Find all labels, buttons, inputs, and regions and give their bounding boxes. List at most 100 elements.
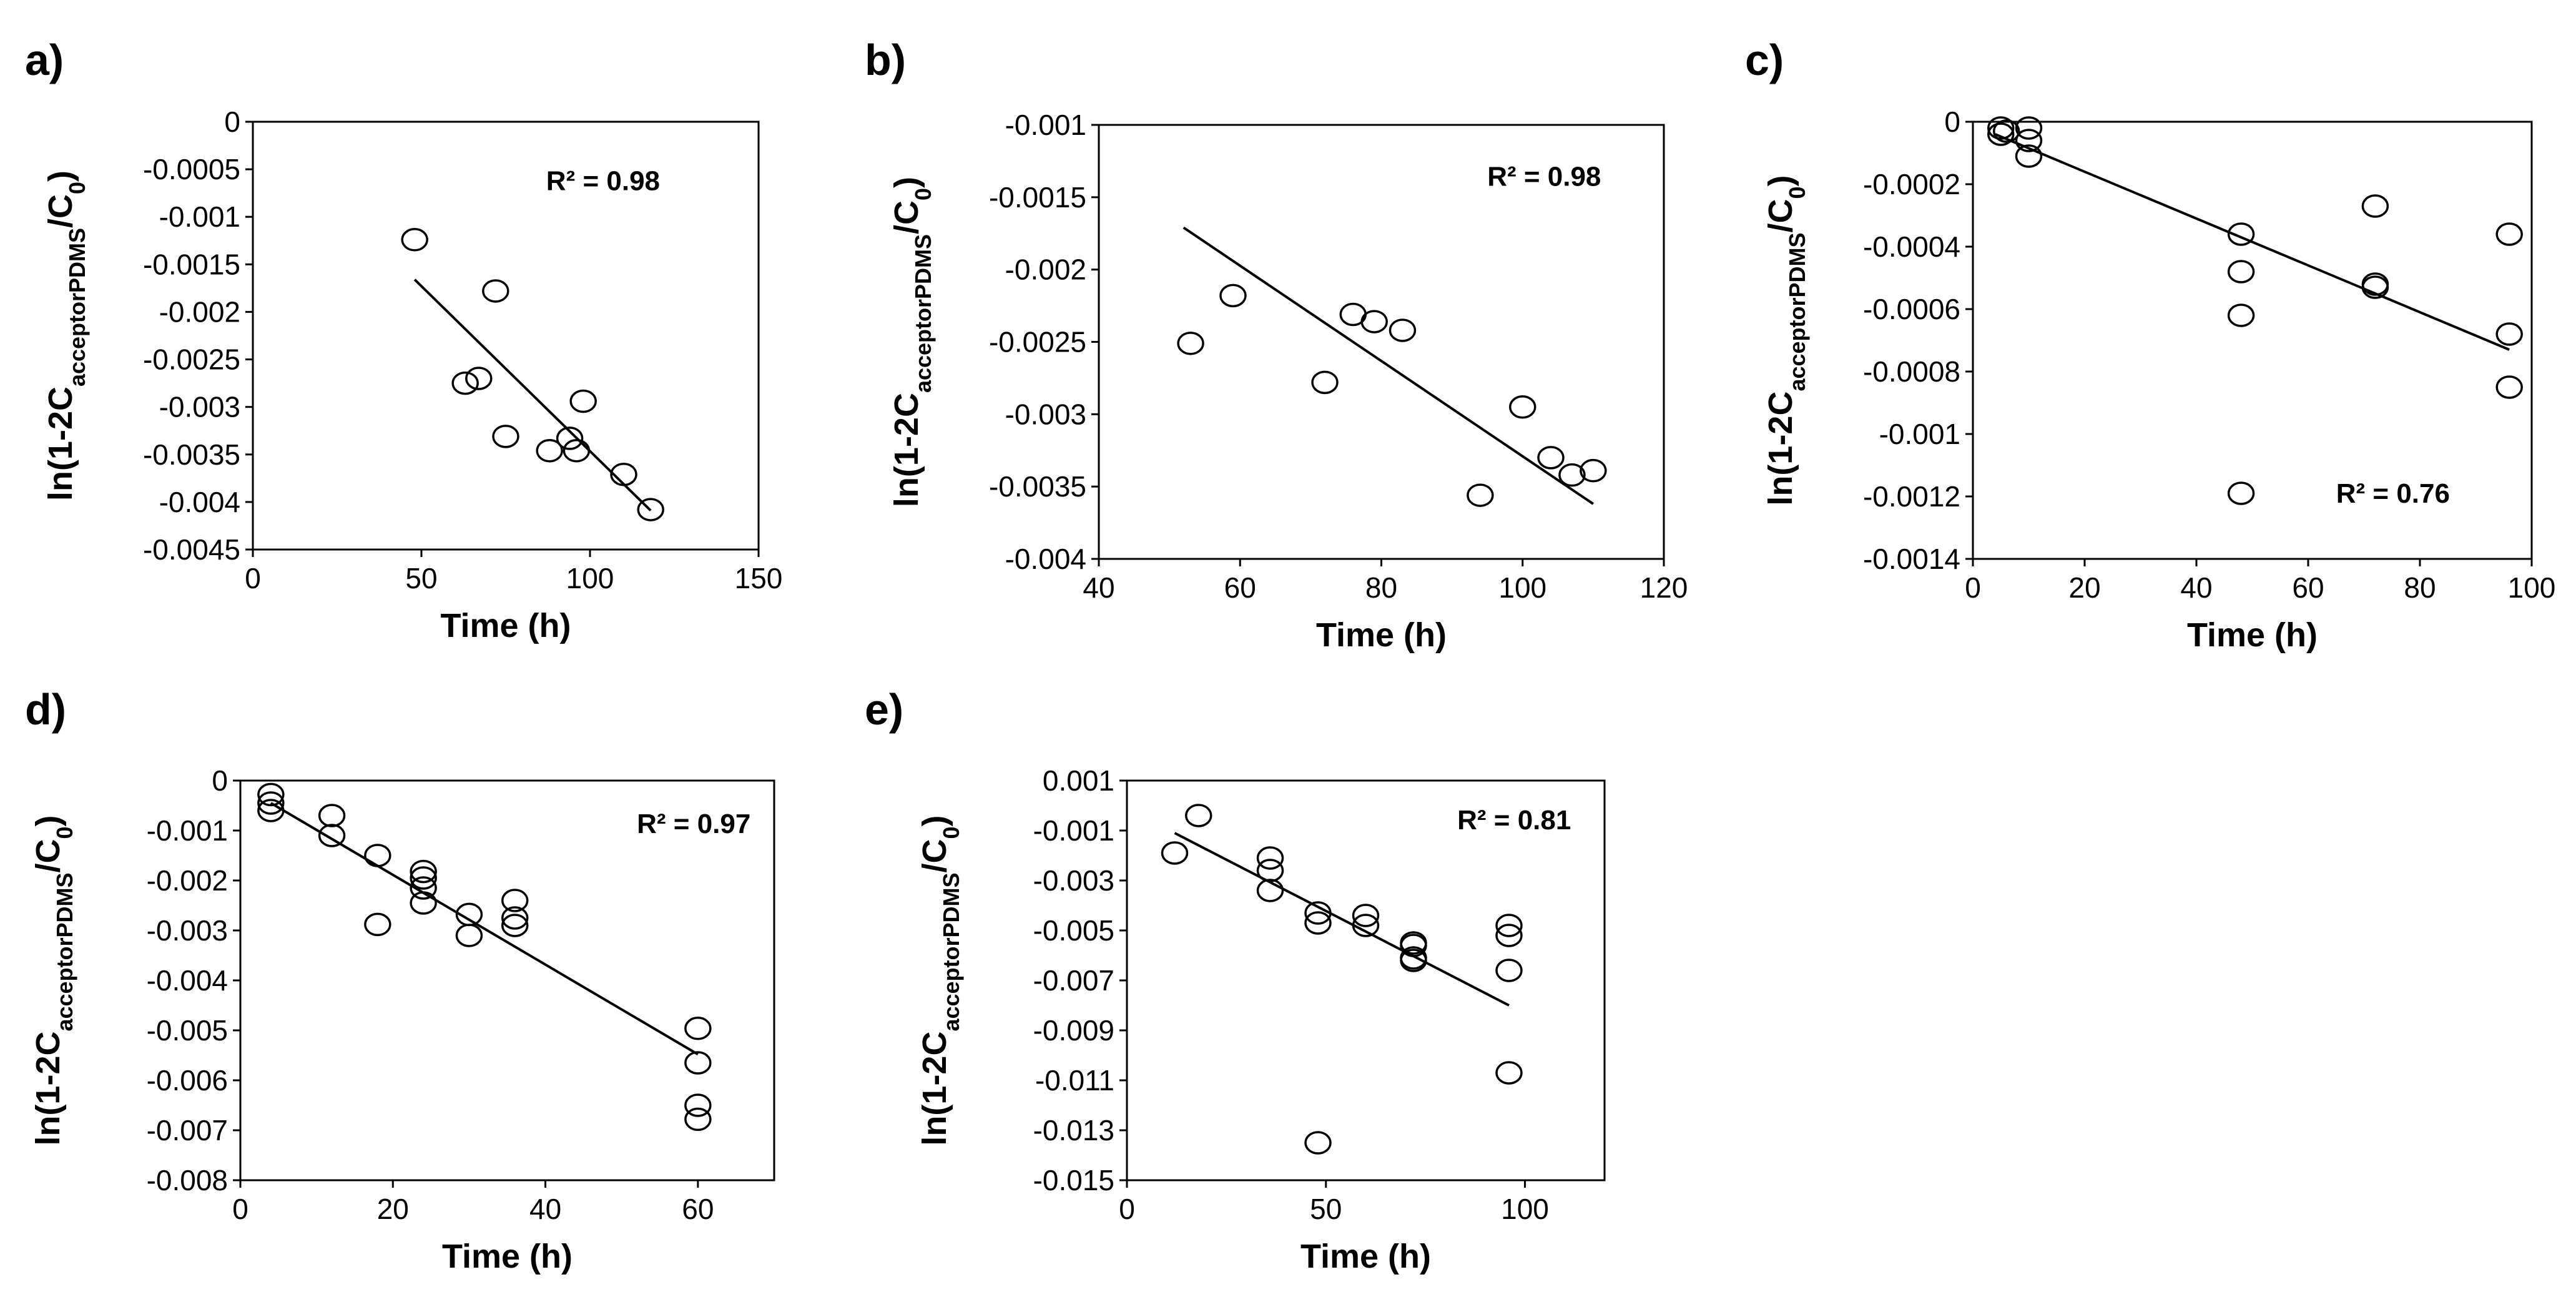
data-point [2361, 275, 2389, 299]
panel-label: c) [1745, 36, 1784, 84]
x-tick-label: 40 [529, 1193, 561, 1225]
x-tick-label: 120 [1640, 571, 1688, 604]
x-tick-label: 0 [232, 1193, 248, 1225]
y-tick-label: -0.001 [1879, 418, 1960, 450]
x-axis-title: Time (h) [1316, 616, 1447, 654]
data-point [1558, 463, 1586, 487]
y-tick-label: -0.0002 [1863, 168, 1960, 200]
y-tick-label: -0.0008 [1863, 355, 1960, 388]
y-axis-title: ln(1-2CacceptorPDMS/C0) [888, 177, 936, 507]
data-point [1352, 914, 1380, 937]
y-tick-label: -0.001 [1033, 814, 1114, 847]
x-tick-label: 80 [1365, 571, 1397, 604]
y-tick-label: -0.008 [147, 1164, 228, 1196]
y-tick-label: -0.0035 [989, 470, 1086, 503]
data-point [536, 438, 563, 463]
data-point [410, 891, 437, 915]
plot-frame [1972, 121, 2533, 560]
r-squared-label: R² = 0.98 [546, 166, 660, 197]
y-axis-title: ln(1-2CacceptorPDMS/C0) [42, 170, 90, 501]
data-point [2495, 222, 2523, 246]
y-tick-label: -0.002 [147, 864, 228, 897]
trendline [1182, 226, 1594, 505]
data-point [501, 906, 529, 930]
data-point [2361, 194, 2389, 218]
x-tick-label: 50 [1310, 1193, 1342, 1225]
data-point [1256, 859, 1284, 882]
data-point [410, 859, 437, 884]
data-point [1987, 122, 2015, 146]
x-tick-label: 20 [2068, 571, 2100, 604]
data-point [492, 425, 519, 448]
y-tick-label: -0.009 [1033, 1014, 1114, 1047]
data-point [1467, 483, 1494, 507]
chart-panel-b: b) -0.001 -0.0015 -0.002 -0.0025 -0.003 -0.003… [865, 36, 1688, 654]
y-tick-label: -0.003 [1033, 864, 1114, 897]
data-point [1256, 846, 1284, 870]
data-point [684, 1107, 712, 1132]
data-point [2227, 303, 2255, 327]
y-axis-title: ln(1-2CacceptorPDMS/C0) [29, 815, 77, 1145]
y-tick-label: -0.004 [1005, 543, 1086, 575]
data-point [2495, 322, 2523, 346]
data-point [1537, 446, 1565, 470]
x-tick-label: 60 [2292, 571, 2324, 604]
data-point [364, 844, 391, 867]
r-squared-label: R² = 0.98 [1487, 161, 1601, 192]
data-point [1495, 924, 1523, 947]
x-tick-label: 0 [1965, 571, 1981, 604]
data-point [1352, 904, 1380, 927]
y-tick-label: -0.003 [147, 914, 228, 947]
data-point [1161, 841, 1189, 865]
y-tick-label: -0.0015 [989, 181, 1086, 214]
y-tick-label: -0.002 [159, 295, 240, 328]
y-tick-label: -0.006 [147, 1064, 228, 1097]
chart-panel-d: d) 0 -0.001 -0.002 -0.003 -0.004 -0.005 -0.006 -… [25, 685, 775, 1275]
y-tick-label: -0.003 [159, 391, 240, 423]
data-point [2015, 144, 2043, 168]
data-point [410, 866, 437, 890]
data-point [1304, 911, 1332, 935]
data-point [1256, 879, 1284, 902]
y-tick-label: -0.001 [147, 814, 228, 847]
data-point [1495, 914, 1523, 937]
data-point [1509, 395, 1536, 419]
x-axis-title: Time (h) [1300, 1238, 1431, 1275]
y-tick-label: -0.0045 [143, 533, 240, 566]
data-point [1360, 310, 1388, 333]
y-tick-label: -0.007 [147, 1114, 228, 1147]
data-point [482, 279, 509, 303]
panel-label: e) [865, 685, 903, 734]
y-tick-label: -0.0015 [143, 248, 240, 280]
data-point [1389, 318, 1417, 342]
data-point [684, 1051, 712, 1075]
y-axis-title: ln(1-2CacceptorPDMS/C0) [916, 815, 964, 1145]
x-tick-label: 150 [735, 562, 783, 594]
data-point [1304, 1131, 1332, 1155]
panel-label: b) [865, 36, 906, 84]
data-point [1177, 332, 1204, 355]
data-point [1992, 119, 2020, 143]
data-point [684, 1017, 712, 1040]
chart-panel-e: e) 0.001 -0.001 -0.003 -0.005 -0.007 -0.009 -0.… [865, 685, 1606, 1275]
r-squared-label: R² = 0.81 [1457, 805, 1571, 836]
data-point [1304, 901, 1332, 925]
y-tick-label: -0.007 [1033, 964, 1114, 997]
data-point [1495, 1061, 1523, 1085]
r-squared-label: R² = 0.97 [637, 809, 750, 839]
data-point [2227, 481, 2255, 505]
data-point [556, 427, 584, 450]
y-tick-label: -0.0004 [1863, 230, 1960, 263]
data-point [569, 389, 597, 413]
y-tick-label: -0.005 [1033, 914, 1114, 947]
x-tick-label: 100 [1498, 571, 1546, 604]
x-tick-label: 60 [682, 1193, 714, 1225]
chart-panel-c: c) 0 -0.0002 -0.0004 -0.0006 -0.0008 -0.001 -0.… [1745, 36, 2555, 654]
data-point [563, 438, 591, 463]
y-tick-label: -0.001 [159, 200, 240, 233]
y-tick-label: -0.004 [147, 964, 228, 997]
y-tick-label: -0.0035 [143, 438, 240, 471]
y-tick-label: -0.0012 [1863, 480, 1960, 513]
data-point [257, 791, 285, 815]
